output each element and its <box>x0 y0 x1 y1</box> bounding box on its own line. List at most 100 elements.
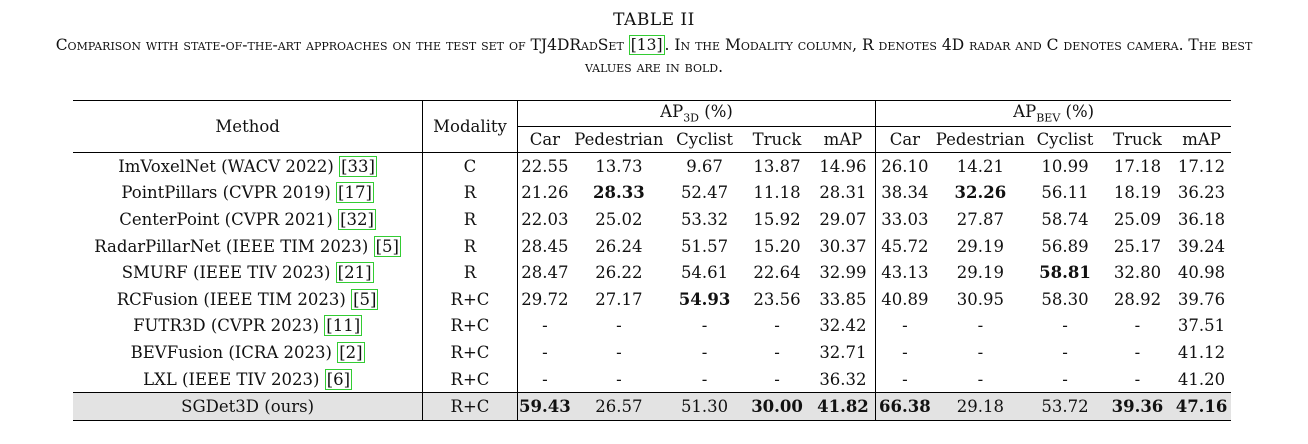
ap3d-value-cell: 13.87 <box>753 156 801 176</box>
method-citation-link[interactable]: [33] <box>339 155 377 177</box>
method-name: RadarPillarNet (IEEE TIM 2023) <box>94 236 374 256</box>
method-citation-link[interactable]: [6] <box>324 368 353 390</box>
ap3d-value-cell: - <box>701 369 708 389</box>
apbev-value-cell: 39.36 <box>1102 392 1173 421</box>
apbev-value-cell: 40.89 <box>875 285 934 313</box>
header-apbev-col: mAP <box>1172 126 1231 153</box>
modality-cell: R+C <box>422 392 518 421</box>
method-cell: BEVFusion (ICRA 2023) [2] <box>73 339 423 366</box>
header-ap3d-sub: 3D <box>683 111 700 125</box>
header-apbev: APBEV (%) <box>875 100 1231 127</box>
apbev-value-cell: 32.80 <box>1113 263 1162 283</box>
modality-cell: R <box>422 206 518 233</box>
ap3d-value-cell: - <box>616 316 622 336</box>
header-ap3d-col: Pedestrian <box>572 126 666 153</box>
header-modality: Modality <box>422 100 518 153</box>
ap3d-value-cell: - <box>774 342 780 362</box>
ap3d-value-cell: 54.93 <box>678 289 731 309</box>
apbev-value-cell: 53.72 <box>1027 392 1103 421</box>
modality-cell: R+C <box>422 312 518 340</box>
modality-cell: R+C <box>422 365 518 393</box>
ap3d-value-cell: 22.64 <box>753 263 801 283</box>
apbev-value-cell: - <box>1062 342 1068 362</box>
table-row: FUTR3D (CVPR 2023) [11] R+C - - - -32.42- - - -3… <box>73 312 1231 340</box>
ap3d-value-cell: 33.85 <box>819 289 867 309</box>
ap3d-value-cell: 41.82 <box>810 392 876 421</box>
method-name: CenterPoint (CVPR 2021) <box>119 209 339 229</box>
table-row: BEVFusion (ICRA 2023) [2] R+C - - - -32.71- - -… <box>73 339 1231 366</box>
modality-cell: R <box>422 232 518 260</box>
apbev-value-cell: 18.19 <box>1113 183 1162 203</box>
apbev-value-cell: 29.19 <box>956 263 1004 283</box>
method-name: LXL (IEEE TIV 2023) <box>143 369 325 389</box>
ap3d-value-cell: - <box>701 316 708 336</box>
method-name: BEVFusion (ICRA 2023) <box>130 342 338 362</box>
ap3d-value-cell: 26.57 <box>572 392 666 421</box>
apbev-value-cell: - <box>977 316 984 336</box>
apbev-value-cell: 17.12 <box>1177 156 1226 176</box>
header-ap3d-col: Truck <box>743 126 811 153</box>
method-citation-link[interactable]: [5] <box>373 235 401 257</box>
apbev-value-cell: 29.19 <box>956 236 1004 256</box>
table-row: RCFusion (IEEE TIM 2023) [5] R+C 29.72 27.1… <box>73 285 1231 313</box>
apbev-value-cell: - <box>875 365 934 393</box>
caption-citation-link[interactable]: [13] <box>628 35 665 55</box>
ap3d-value-cell: - <box>516 339 573 366</box>
method-cell: ImVoxelNet (WACV 2022) [33] <box>73 153 423 180</box>
header-apbev-sub: BEV <box>1036 111 1061 125</box>
method-name: ImVoxelNet (WACV 2022) <box>118 156 340 176</box>
header-ap3d-col: Car <box>516 126 573 153</box>
method-name: FUTR3D (CVPR 2023) <box>133 316 325 336</box>
apbev-value-cell: 30.95 <box>956 289 1004 309</box>
method-citation-link[interactable]: [2] <box>337 341 365 363</box>
method-name: RCFusion (IEEE TIM 2023) <box>116 289 352 309</box>
header-ap3d-col: mAP <box>810 126 876 153</box>
method-citation-link[interactable]: [21] <box>335 262 374 284</box>
apbev-value-cell: 66.38 <box>875 392 934 421</box>
apbev-value-cell: 41.20 <box>1177 369 1226 389</box>
method-cell: RCFusion (IEEE TIM 2023) [5] <box>73 286 423 313</box>
method-cell: SGDet3D (ours) <box>73 392 423 421</box>
header-apbev-col: Truck <box>1102 126 1173 153</box>
ap3d-value-cell: 15.20 <box>753 236 801 256</box>
ap3d-value-cell: 32.99 <box>819 263 867 283</box>
method-cell: CenterPoint (CVPR 2021) [32] <box>73 206 423 233</box>
method-citation-link[interactable]: [5] <box>351 288 379 310</box>
apbev-value-cell: - <box>1134 316 1141 336</box>
header-ap3d-main: AP <box>660 102 684 122</box>
apbev-value-cell: 58.81 <box>1039 263 1091 283</box>
ap3d-value-cell: 29.07 <box>819 209 867 229</box>
ap3d-value-cell: - <box>774 369 780 389</box>
ap3d-value-cell: - <box>616 369 622 389</box>
ap3d-value-cell: 9.67 <box>686 156 723 176</box>
method-cell: PointPillars (CVPR 2019) [17] <box>73 180 423 207</box>
ap3d-value-cell: 30.37 <box>819 236 867 256</box>
apbev-value-cell: 39.24 <box>1177 236 1226 256</box>
modality-cell: R <box>422 259 518 286</box>
ap3d-value-cell: 22.03 <box>516 206 573 233</box>
apbev-value-cell: - <box>1134 342 1141 362</box>
ap3d-value-cell: 11.18 <box>753 183 801 203</box>
apbev-value-cell: 36.18 <box>1177 209 1226 229</box>
apbev-value-cell: 56.11 <box>1041 183 1089 203</box>
ap3d-value-cell: 54.61 <box>680 263 729 283</box>
method-citation-link[interactable]: [11] <box>324 315 363 337</box>
method-citation-link[interactable]: [17] <box>336 182 374 204</box>
ap3d-value-cell: 32.42 <box>819 316 867 336</box>
apbev-value-cell: - <box>875 312 934 340</box>
method-cell: SMURF (IEEE TIV 2023) [21] <box>73 259 423 286</box>
apbev-value-cell: 32.26 <box>954 183 1007 203</box>
apbev-value-cell: 45.72 <box>875 232 934 260</box>
apbev-value-cell: 10.99 <box>1041 156 1089 176</box>
results-table: Method Modality AP3D (%) APBEV (%) Car P… <box>73 100 1231 421</box>
ap3d-value-cell: 51.30 <box>665 392 744 421</box>
ap3d-value-cell: 36.32 <box>819 369 867 389</box>
ap3d-value-cell: 53.32 <box>680 209 729 229</box>
header-apbev-col: Car <box>875 126 934 153</box>
apbev-value-cell: - <box>1134 369 1141 389</box>
apbev-value-cell: 17.18 <box>1113 156 1162 176</box>
ap3d-value-cell: - <box>516 365 573 393</box>
method-citation-link[interactable]: [32] <box>338 208 376 230</box>
apbev-value-cell: 27.87 <box>956 209 1004 229</box>
apbev-value-cell: 25.09 <box>1113 209 1162 229</box>
